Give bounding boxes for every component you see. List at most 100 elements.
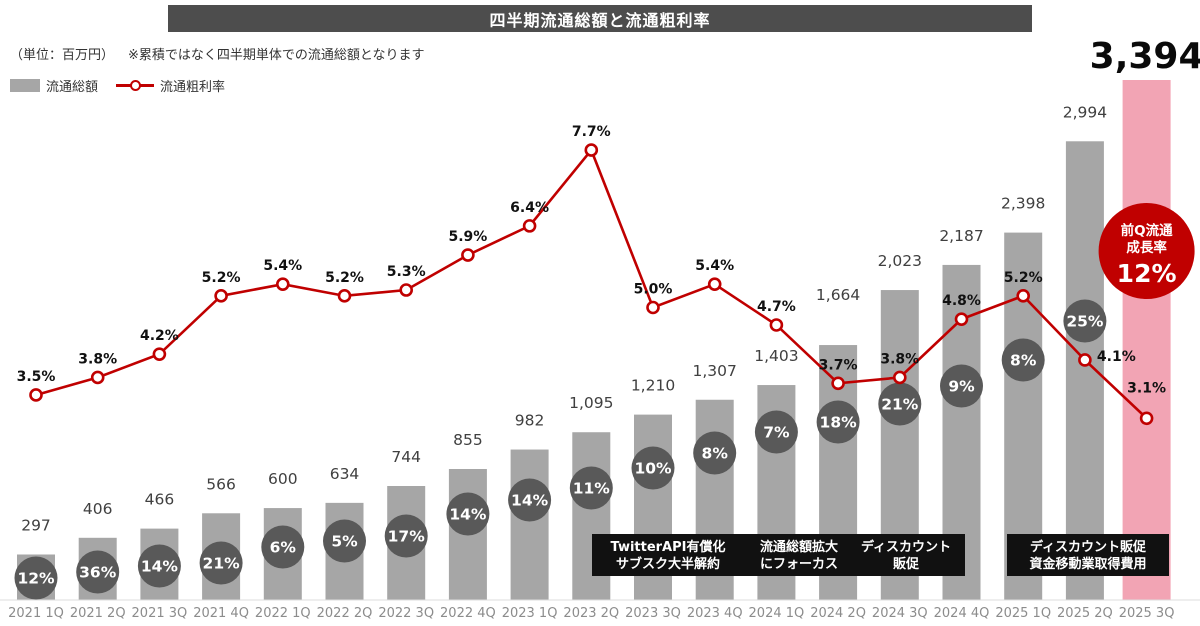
x-axis-label: 2023 1Q (502, 606, 558, 621)
growth-badge-circle (878, 382, 922, 426)
line-value-label: 3.8% (880, 351, 919, 367)
growth-badge-circle (693, 431, 737, 475)
line-marker (769, 318, 784, 332)
qoq-growth-badge-line1: 前Q流通 (1121, 222, 1173, 239)
annotation-box (1007, 534, 1169, 576)
line-value-label: 7.7% (572, 124, 611, 140)
line-value-label: 5.4% (263, 258, 302, 274)
growth-badge-label: 25% (1066, 313, 1104, 331)
line-value-label: 5.2% (1004, 270, 1043, 286)
annotation-box (592, 534, 744, 576)
line-marker (90, 370, 105, 385)
caveat-label: ※累積ではなく四半期単体での流通総額となります (128, 48, 425, 63)
line-marker (275, 277, 290, 291)
line-value-label: 5.2% (325, 270, 364, 286)
highlighted-bar (1122, 80, 1171, 600)
bar-value-label: 744 (391, 448, 421, 466)
line-marker (337, 289, 352, 303)
line-marker (214, 289, 228, 303)
growth-badge-circle (76, 550, 120, 594)
line-marker (1078, 353, 1092, 367)
growth-badge-label: 36% (79, 564, 117, 582)
bar (510, 449, 549, 600)
line-marker (1016, 289, 1031, 303)
growth-badge-circle (261, 525, 305, 569)
x-axis-label: 2023 3Q (625, 606, 681, 621)
x-axis-label: 2024 1Q (749, 606, 805, 621)
growth-badge-label: 14% (511, 492, 549, 510)
x-axis-label: 2025 1Q (995, 606, 1051, 621)
line-value-label: 5.4% (695, 258, 734, 274)
growth-badge-circle (816, 400, 860, 444)
bar-value-label: 406 (83, 500, 113, 518)
growth-badge-circle (446, 492, 490, 536)
bar-value-label: 1,095 (569, 394, 613, 412)
page-title: 四半期流通総額と流通粗利率 (168, 5, 1032, 32)
growth-badge-label: 9% (948, 378, 975, 396)
growth-badge-circle (1063, 299, 1107, 343)
growth-badge-circle (569, 466, 613, 510)
growth-badge-circle (199, 541, 243, 585)
x-axis-label: 2022 4Q (440, 606, 496, 621)
growth-badge-circle (137, 544, 181, 588)
annotation-text: ディスカウント (861, 539, 951, 555)
growth-badge-label: 14% (449, 506, 487, 524)
annotation-text: 流通総額拡大 (760, 539, 838, 555)
annotation-text: にフォーカス (760, 557, 838, 572)
line-value-label: 6.4% (510, 200, 549, 216)
line-marker (399, 283, 414, 297)
qoq-growth-badge-value: 12% (1117, 259, 1177, 288)
growth-badge-label: 7% (763, 424, 790, 442)
growth-badge-label: 21% (203, 555, 241, 573)
x-axis-label: 2022 1Q (255, 606, 311, 621)
unit-note: （単位：百万円） ※累積ではなく四半期単体での流通総額となります (10, 44, 425, 63)
line-value-label: 5.3% (387, 264, 426, 280)
qoq-growth-badge (1098, 203, 1195, 299)
line-marker (584, 143, 599, 157)
x-axis-label: 2025 2Q (1057, 606, 1113, 621)
bar-value-label: 855 (453, 431, 483, 449)
x-axis-label: 2022 3Q (378, 606, 434, 621)
line-legend-marker-icon (130, 80, 142, 91)
bar-value-label: 2,994 (1063, 103, 1107, 121)
growth-badge-circle (754, 410, 798, 454)
growth-badge-circle (631, 446, 675, 490)
growth-badge-label: 18% (820, 414, 858, 432)
x-axis-label: 2021 3Q (132, 606, 188, 621)
growth-badge-label: 8% (702, 445, 729, 463)
growth-badge-label: 12% (17, 570, 55, 588)
bar-value-label: 2,398 (1001, 195, 1045, 213)
annotation-text: 販促 (893, 556, 920, 572)
final-bar-value-label: 3,394 (1090, 36, 1200, 77)
growth-badge-label: 14% (141, 558, 179, 576)
line-marker (29, 388, 43, 402)
growth-badge-label: 21% (881, 396, 919, 414)
bar (1065, 141, 1104, 601)
page-title-text: 四半期流通総額と流通粗利率 (489, 10, 711, 30)
qoq-growth-badge-line2: 成長率 (1126, 239, 1167, 256)
line-value-label: 4.7% (757, 299, 796, 315)
bar-value-label: 600 (268, 470, 298, 488)
annotation-text: 資金移動業取得費用 (1029, 556, 1146, 572)
annotation-box (743, 534, 855, 576)
line-marker (892, 370, 907, 385)
line-value-label: 5.2% (202, 270, 241, 286)
bar-legend-label: 流通総額 (46, 80, 99, 95)
bar-value-label: 1,403 (754, 347, 798, 365)
x-axis-label: 2023 4Q (687, 606, 743, 621)
line-legend-swatch (116, 80, 155, 91)
growth-badge-circle (940, 364, 983, 408)
line-marker (1139, 411, 1154, 426)
bar-legend-swatch (10, 79, 40, 92)
bar-value-label: 1,210 (631, 377, 675, 395)
bar-value-label: 1,307 (693, 362, 737, 380)
annotation-text: TwitterAPI有償化 (611, 539, 726, 555)
line-marker (461, 248, 475, 262)
unit-label: （単位：百万円） (10, 48, 115, 63)
line-value-label: 3.7% (819, 357, 858, 373)
growth-badge-label: 10% (634, 460, 672, 478)
bar-value-label: 566 (206, 475, 236, 493)
line-legend-label: 流通粗利率 (160, 80, 226, 95)
line-marker (152, 347, 167, 361)
